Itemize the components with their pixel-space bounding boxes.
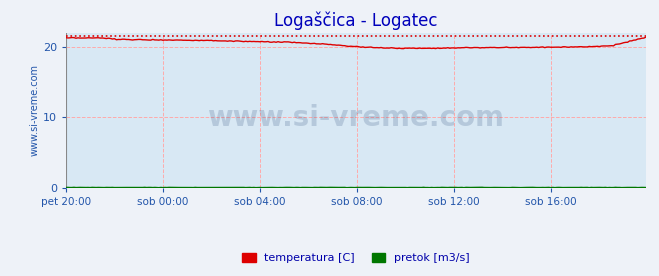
Legend: temperatura [C], pretok [m3/s]: temperatura [C], pretok [m3/s] — [238, 248, 474, 268]
Text: www.si-vreme.com: www.si-vreme.com — [208, 104, 504, 132]
Y-axis label: www.si-vreme.com: www.si-vreme.com — [30, 64, 40, 156]
Title: Logaščica - Logatec: Logaščica - Logatec — [274, 12, 438, 30]
